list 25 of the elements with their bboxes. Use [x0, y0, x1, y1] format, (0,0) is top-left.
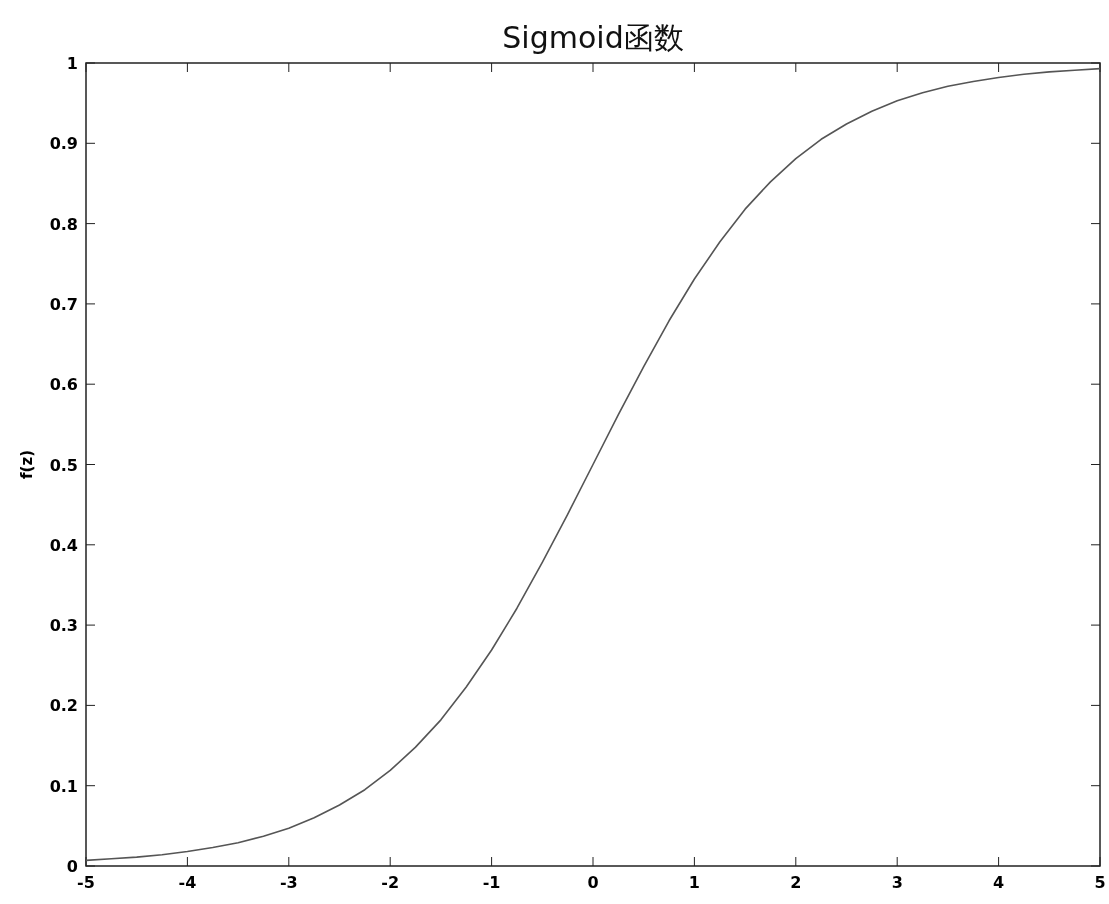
x-tick-label: 2	[790, 873, 802, 892]
y-tick-label: 0.2	[49, 696, 78, 716]
line-series	[85, 67, 1101, 862]
y-tick-label: 1	[66, 54, 78, 73]
y-tick-label: 0.7	[49, 294, 78, 314]
y-tick-label: 0.8	[49, 214, 78, 234]
y-tick-label: 0.5	[49, 455, 78, 475]
y-axis-title: f(z)	[18, 450, 36, 479]
x-tick-label: 4	[993, 873, 1005, 892]
x-tick-label: 3	[891, 873, 903, 892]
x-tick-label: -1	[482, 873, 501, 892]
x-tick-label: 5	[1094, 873, 1106, 892]
x-tick-label: -5	[77, 873, 95, 892]
x-tick-label: -2	[381, 873, 400, 892]
x-tick-label: -3	[279, 873, 298, 892]
x-tick-label: 1	[688, 873, 700, 892]
x-tick-label: 0	[587, 873, 599, 892]
y-tick-label: 0.9	[49, 134, 78, 154]
x-tick-label: -4	[178, 873, 197, 892]
y-tick-label: 0.3	[49, 616, 78, 636]
y-tick-label: 0.1	[49, 776, 78, 796]
y-tick-label: 0	[66, 857, 78, 876]
y-tick-label: 0.4	[49, 535, 78, 555]
y-tick-label: 0.6	[49, 375, 78, 395]
chart-title: Sigmoid函数	[502, 20, 684, 55]
